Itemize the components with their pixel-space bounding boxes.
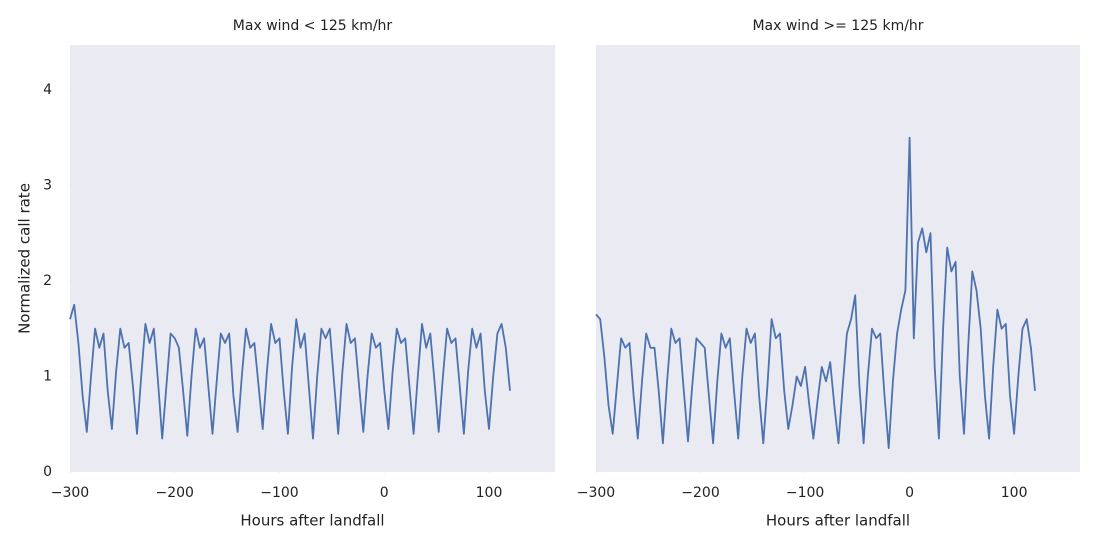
x-tick-label: −300 <box>51 485 89 501</box>
y-tick-label: 3 <box>43 177 52 193</box>
x-tick-label: −300 <box>577 485 615 501</box>
x-tick-label: −100 <box>786 485 824 501</box>
plot-area <box>70 45 555 472</box>
y-axis-label: Normalized call rate <box>16 183 34 334</box>
x-tick-label: 0 <box>905 485 914 501</box>
y-tick-label: 2 <box>43 273 52 289</box>
plot-area <box>596 45 1080 472</box>
y-tick-label: 0 <box>43 464 52 480</box>
y-tick-label: 1 <box>43 368 52 384</box>
x-tick-label: −100 <box>260 485 298 501</box>
x-tick-label: −200 <box>156 485 194 501</box>
panel-title: Max wind < 125 km/hr <box>233 18 393 34</box>
data-line <box>69 303 511 440</box>
panel-title: Max wind >= 125 km/hr <box>752 18 923 34</box>
data-line <box>595 136 1036 449</box>
x-tick-label: −200 <box>681 485 719 501</box>
x-tick-label: 100 <box>476 485 503 501</box>
x-tick-label: 0 <box>380 485 389 501</box>
x-axis-label: Hours after landfall <box>240 512 384 530</box>
x-axis-label: Hours after landfall <box>766 512 910 530</box>
y-tick-label: 4 <box>43 82 52 98</box>
x-tick-label: 100 <box>1001 485 1028 501</box>
